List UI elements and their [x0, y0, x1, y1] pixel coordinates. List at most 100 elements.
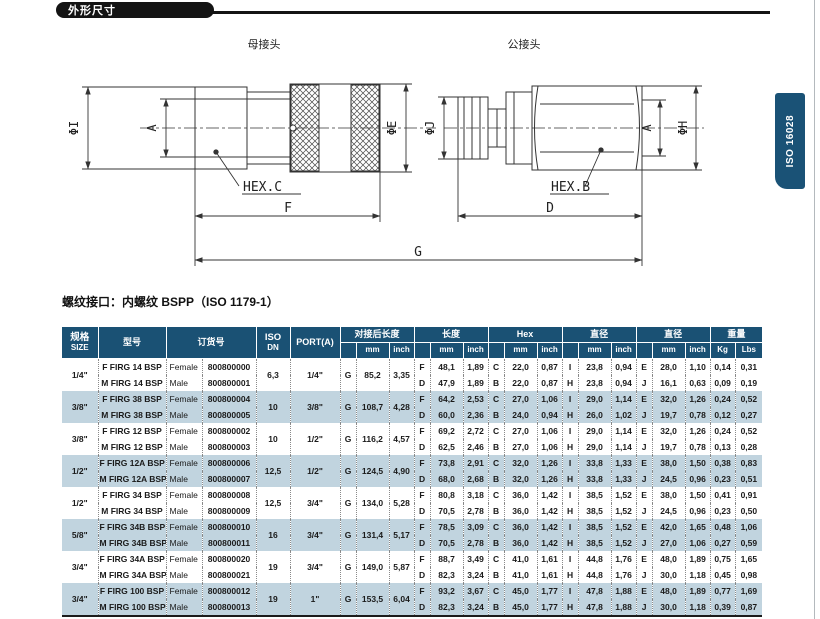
cell-order: 800800002	[202, 423, 257, 439]
cell-dia1-inch: 1,14	[611, 423, 637, 439]
sub-header-blank	[340, 342, 357, 359]
cell-dia1-inch: 1,76	[611, 551, 637, 567]
cell-hex-mm: 27,0	[504, 423, 538, 439]
cell-dia2-mm: 38,0	[652, 487, 686, 503]
cell-model: F FIRG 14 BSP	[98, 358, 167, 375]
cell-hex-inch: 0,94	[537, 407, 563, 423]
table-row-male: M FIRG 14 BSP Male 800800001 D 47,9 1,89 B 22,0…	[62, 375, 762, 391]
cell-port: 1/4"	[290, 358, 341, 391]
cell-model: F FIRG 34A BSP	[98, 551, 167, 567]
cell-dia2-letter: J	[636, 471, 653, 487]
cell-dia1-inch: 1,33	[611, 471, 637, 487]
cell-iso-dn: 6,3	[256, 358, 291, 391]
female-coupling-drawing	[140, 83, 436, 173]
cell-length-letter: D	[414, 375, 431, 391]
cell-hex-mm: 45,0	[504, 583, 538, 599]
cell-weight-lbs: 0,19	[740, 377, 758, 388]
cell-hex-mm: 41,0	[504, 551, 538, 567]
cell-size: 3/4"	[62, 583, 99, 616]
cell-hex-mm: 45,0	[504, 599, 538, 616]
cell-order: 800800020	[202, 551, 257, 567]
technical-drawing: 母接头 公接头	[40, 26, 775, 299]
cell-length-mm: 82,3	[430, 599, 464, 616]
table-row-female: 3/8" F FIRG 12 BSP Female 800800002 10 1/2" G 1…	[62, 423, 762, 455]
cell-model: M FIRG 14 BSP	[98, 375, 167, 391]
sub-header-inch: inch	[537, 342, 563, 359]
cell-order: 800800008	[202, 487, 257, 503]
cell-weight-kg: 0,23	[710, 503, 736, 519]
dim-label-d: D	[546, 201, 554, 216]
cell-model: M FIRG 34A BSP	[98, 567, 167, 583]
cell-length-mm: 78,5	[430, 519, 464, 535]
cell-dia1-mm: 44,8	[578, 567, 612, 583]
cell-dia2-letter: E	[636, 551, 653, 567]
cell-length-letter: D	[414, 439, 431, 455]
cell-dia1-letter: H	[562, 407, 579, 423]
cell-iso-dn: 12,5	[256, 487, 291, 519]
cell-joined-letter: G	[340, 455, 357, 487]
cell-dia2-letter: J	[636, 407, 653, 423]
cell-joined-letter: G	[340, 391, 357, 423]
cell-hex-inch: 1,61	[537, 551, 563, 567]
table-row-male: M FIRG 12A BSP Male 800800007 D 68,0 2,68 B 32,…	[62, 471, 763, 487]
cell-weight-lbs: 1,69	[735, 583, 763, 599]
cell-hex-inch: 1,06	[537, 439, 563, 455]
cell-weight-lbs: 0,87	[735, 599, 763, 616]
cell-length-inch: 3,18	[463, 487, 489, 503]
cell-model: F FIRG 12A BSP	[98, 455, 167, 471]
cell-length-inch: 3,09	[463, 519, 489, 535]
cell-joined-inch: 4,28	[389, 391, 415, 423]
cell-hex-mm: 36,0	[504, 519, 538, 535]
cell-length-inch: 1,89	[463, 375, 489, 391]
cell-dia2-mm: 38,0	[652, 455, 686, 471]
table-row-male: M FIRG 34B BSP Male 800800011 D 70,5 2,78 B 36,…	[62, 535, 763, 551]
cell-dia1-mm: 33,8	[578, 471, 612, 487]
cell-dia2-letter: J	[636, 567, 653, 583]
cell-dia2-mm: 48,0	[652, 551, 686, 567]
dim-label-phi-i: ΦI	[67, 121, 81, 135]
cell-dia1-letter: H	[562, 599, 579, 616]
cell-length-letter: D	[414, 503, 431, 519]
cell-dia1-inch: 1,88	[611, 583, 637, 599]
cell-weight-kg: 0,14	[710, 358, 736, 375]
cell-length-letter: F	[414, 583, 431, 599]
cell-joined-mm: 149,0	[356, 551, 390, 583]
cell-dia1-mm: 29,0	[578, 391, 612, 407]
cell-dia2-mm: 32,0	[652, 423, 686, 439]
section-header-tab: 外形尺寸	[56, 2, 214, 18]
cell-hex-letter: C	[488, 487, 505, 503]
cell-port: 3/8"	[290, 391, 341, 423]
cell-model: F FIRG 34B BSP	[98, 519, 167, 535]
cell-hex-letter: C	[488, 455, 505, 471]
cell-dia1-mm: 38,5	[578, 503, 612, 519]
cell-hex-mm: 36,0	[504, 503, 538, 519]
cell-hex-letter: B	[488, 535, 505, 551]
cell-weight-kg: 0,24	[710, 423, 736, 439]
table-row-female: 3/4" F FIRG 100 BSP Female 800800012 19 1" G 15…	[62, 583, 763, 616]
cell-length-inch: 2,53	[463, 391, 489, 407]
cell-dia1-letter: I	[562, 358, 579, 375]
cell-dia2-inch: 0,63	[685, 375, 711, 391]
cell-weight-kg: 0,75	[710, 551, 736, 567]
cell-port: 1/2"	[290, 455, 341, 487]
dimension-labels: ΦI A ΦE HEX.C F G ΦJ A ΦH HEX.B D	[67, 121, 690, 260]
cell-iso-dn: 10	[256, 391, 291, 423]
table-row-female: 1/4" F FIRG 14 BSP Female 800800000 6,3 1/4" G…	[62, 358, 762, 391]
cell-weight-lbs: 0,52	[735, 391, 763, 407]
cell-dia2-mm: 24,5	[652, 503, 686, 519]
cell-order: 800800006	[202, 455, 257, 471]
cell-joined-mm: 134,0	[356, 487, 390, 519]
cell-iso-dn: 16	[256, 519, 291, 551]
cell-dia1-letter: I	[562, 519, 579, 535]
female-dimensions	[82, 83, 643, 266]
page-edge-line	[814, 0, 815, 619]
cell-order: 800800004	[202, 391, 257, 407]
cell-length-mm: 60,0	[430, 407, 464, 423]
cell-size: 3/8"	[62, 391, 99, 423]
dim-label-g: G	[414, 245, 422, 260]
cell-dia1-inch: 0,94	[611, 375, 637, 391]
cell-hex-inch: 1,26	[537, 455, 563, 471]
cell-dia1-inch: 0,94	[611, 358, 637, 375]
cell-dia2-mm: 27,0	[652, 535, 686, 551]
cell-hex-mm: 22,0	[504, 358, 538, 375]
